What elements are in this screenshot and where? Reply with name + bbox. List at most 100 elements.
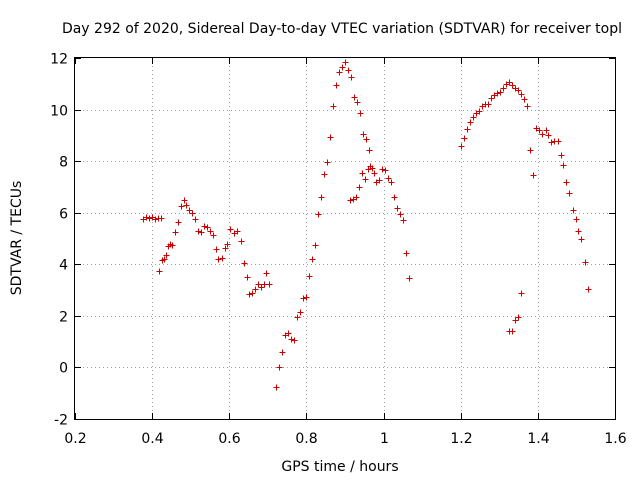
data-point xyxy=(330,103,337,110)
y-tick-label: 8 xyxy=(59,155,68,171)
y-tick-label: 4 xyxy=(59,258,68,274)
data-point xyxy=(536,127,543,134)
data-point xyxy=(509,328,516,335)
data-point xyxy=(476,108,483,115)
data-point xyxy=(273,384,280,391)
data-point xyxy=(347,197,354,204)
data-point xyxy=(288,336,295,343)
data-point xyxy=(300,295,307,302)
y-tick-labels: -2 0 2 4 6 8 10 12 xyxy=(50,52,68,429)
data-point xyxy=(356,184,363,191)
data-point xyxy=(163,252,170,259)
data-point xyxy=(578,236,585,243)
data-point xyxy=(518,91,525,98)
data-point xyxy=(210,232,217,239)
data-point xyxy=(366,147,373,154)
x-tick-label: 1.4 xyxy=(527,431,549,447)
data-point xyxy=(555,138,562,145)
data-point xyxy=(494,90,501,97)
data-point xyxy=(353,194,360,201)
data-point xyxy=(158,215,165,222)
data-point xyxy=(500,85,507,92)
data-point xyxy=(527,147,534,154)
data-point xyxy=(515,87,522,94)
x-tick-label: 0.2 xyxy=(64,431,86,447)
data-point xyxy=(376,177,383,184)
data-point xyxy=(360,131,367,138)
data-points xyxy=(140,59,592,391)
data-point xyxy=(548,139,555,146)
data-point xyxy=(279,349,286,356)
data-point xyxy=(321,171,328,178)
data-point xyxy=(400,217,407,224)
y-tick-label: -2 xyxy=(54,413,68,429)
data-point xyxy=(175,219,182,226)
data-point xyxy=(359,170,366,177)
data-point xyxy=(524,103,531,110)
data-point xyxy=(575,228,582,235)
x-tick-label: 0.4 xyxy=(141,431,163,447)
plot-frame xyxy=(74,57,616,420)
data-point xyxy=(303,294,310,301)
data-point xyxy=(297,309,304,316)
data-point xyxy=(506,79,513,86)
data-point xyxy=(156,268,163,275)
y-axis-label: SDTVAR / TECUs xyxy=(9,181,25,296)
data-point xyxy=(345,67,352,74)
data-point xyxy=(227,226,234,233)
data-point xyxy=(252,286,259,293)
data-point xyxy=(215,256,222,263)
data-point xyxy=(249,290,256,297)
data-point xyxy=(306,273,313,280)
data-point xyxy=(512,317,519,324)
data-point xyxy=(178,203,185,210)
data-point xyxy=(244,274,251,281)
data-point xyxy=(348,74,355,81)
data-point xyxy=(485,101,492,108)
x-tick-label: 1 xyxy=(380,431,389,447)
data-point xyxy=(234,228,241,235)
data-point xyxy=(342,59,349,66)
data-point xyxy=(560,162,567,169)
data-point xyxy=(186,207,193,214)
data-point xyxy=(291,337,298,344)
data-point xyxy=(539,131,546,138)
data-point xyxy=(207,228,214,235)
data-point xyxy=(515,314,522,321)
data-point xyxy=(470,114,477,121)
data-point xyxy=(406,275,413,282)
data-point xyxy=(263,270,270,277)
data-point xyxy=(224,241,231,248)
data-point xyxy=(238,238,245,245)
data-point xyxy=(566,190,573,197)
data-point xyxy=(391,194,398,201)
data-point xyxy=(183,202,190,209)
data-point xyxy=(362,176,369,183)
data-point xyxy=(521,96,528,103)
data-point xyxy=(195,228,202,235)
data-point xyxy=(379,166,386,173)
data-point xyxy=(169,242,176,249)
y-tick-label: 6 xyxy=(59,207,68,223)
data-point xyxy=(333,82,340,89)
data-point xyxy=(545,132,552,139)
data-point xyxy=(285,330,292,337)
data-point xyxy=(255,281,262,288)
data-point xyxy=(403,250,410,257)
y-tick-label: 10 xyxy=(50,104,68,120)
x-tick-label: 1.2 xyxy=(450,431,472,447)
data-point xyxy=(543,127,550,134)
data-point xyxy=(189,210,196,217)
data-point xyxy=(371,170,378,177)
data-point xyxy=(198,229,205,236)
data-point xyxy=(192,216,199,223)
chart-title: Day 292 of 2020, Sidereal Day-to-day VTE… xyxy=(62,21,622,37)
data-point xyxy=(497,89,504,96)
data-point xyxy=(276,364,283,371)
data-point xyxy=(385,175,392,182)
data-point xyxy=(461,135,468,142)
data-point xyxy=(563,179,570,186)
grid xyxy=(75,58,615,419)
data-point xyxy=(324,159,331,166)
x-tick-labels: 0.2 0.4 0.6 0.8 1 1.2 1.4 1.6 xyxy=(64,431,626,447)
